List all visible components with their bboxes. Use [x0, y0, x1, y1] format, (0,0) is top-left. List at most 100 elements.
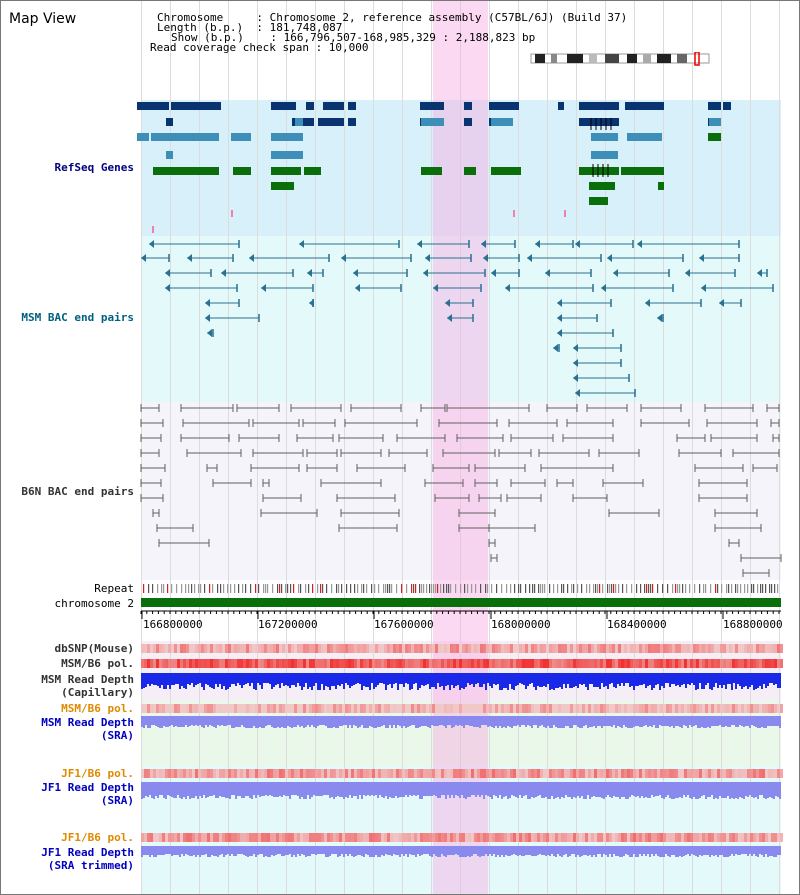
polymorphism-cell	[693, 659, 696, 668]
read-depth-bar	[687, 846, 689, 854]
read-depth-bar	[217, 716, 219, 725]
polymorphism-cell	[552, 769, 555, 778]
label-repeat[interactable]: Repeat	[94, 582, 134, 595]
read-depth-bar	[519, 846, 521, 855]
read-depth-bar	[221, 716, 223, 725]
label-refseq-genes[interactable]: RefSeq Genes	[54, 161, 134, 174]
label-b6n-bac[interactable]: B6N BAC end pairs	[21, 485, 134, 498]
polymorphism-cell	[669, 769, 672, 778]
read-depth-bar	[723, 846, 725, 857]
polymorphism-cell	[705, 644, 708, 653]
gene-feature	[137, 102, 169, 110]
read-depth-bar	[663, 846, 665, 857]
read-depth-bar	[355, 716, 357, 726]
label-jf1-read-depth-trimmed[interactable]: JF1 Read Depth	[41, 846, 134, 859]
polymorphism-cell	[216, 769, 219, 778]
polymorphism-cell	[510, 704, 513, 713]
read-depth-bar	[223, 846, 225, 857]
read-depth-bar	[597, 716, 599, 726]
msm-bac-end	[573, 374, 578, 382]
read-depth-bar	[697, 782, 699, 799]
read-depth-bar	[585, 846, 587, 855]
polymorphism-cell	[651, 644, 654, 653]
label-jf1-read-depth-sra[interactable]: JF1 Read Depth	[41, 781, 134, 794]
chromosome-ideogram[interactable]	[529, 52, 715, 66]
polymorphism-cell	[456, 659, 459, 668]
label-msm-read-depth-sra[interactable]: MSM Read Depth	[41, 716, 134, 729]
read-depth-bar	[143, 782, 145, 798]
read-depth-bar	[403, 673, 405, 687]
msm-bac-end	[757, 269, 762, 277]
read-depth-bar	[613, 716, 615, 725]
label-msm-b6-pol-2[interactable]: MSM/B6 pol.	[61, 702, 134, 715]
read-depth-bar	[729, 673, 731, 684]
polymorphism-cell	[615, 833, 618, 842]
polymorphism-cell	[657, 833, 660, 842]
read-depth-bar	[465, 846, 467, 857]
polymorphism-cell	[480, 644, 483, 653]
polymorphism-cell	[528, 659, 531, 668]
polymorphism-cell	[324, 659, 327, 668]
read-depth-bar	[529, 716, 531, 726]
read-depth-bar	[153, 782, 155, 799]
read-depth-bar	[445, 782, 447, 799]
polymorphism-cell	[777, 833, 780, 842]
label-msm-bac[interactable]: MSM BAC end pairs	[21, 311, 134, 324]
selected-region-highlight[interactable]	[433, 1, 488, 894]
polymorphism-cell	[291, 704, 294, 713]
polymorphism-cell	[729, 659, 732, 668]
read-depth-bar	[417, 716, 419, 728]
polymorphism-cell	[552, 659, 555, 668]
polymorphism-cell	[435, 704, 438, 713]
polymorphism-cell	[615, 769, 618, 778]
polymorphism-cell	[675, 769, 678, 778]
read-depth-bar	[201, 673, 203, 687]
read-depth-bar	[559, 846, 561, 856]
label-jf1-b6-pol-2[interactable]: JF1/B6 pol.	[61, 831, 134, 844]
read-depth-bar	[711, 782, 713, 795]
read-depth-bar	[423, 846, 425, 854]
label-msm-b6-pol[interactable]: MSM/B6 pol.	[61, 657, 134, 670]
polymorphism-cell	[501, 644, 504, 653]
repeat-element	[433, 584, 435, 593]
polymorphism-cell	[543, 659, 546, 668]
polymorphism-cell	[564, 769, 567, 778]
polymorphism-cell	[468, 659, 471, 668]
label-jf1-b6-pol[interactable]: JF1/B6 pol.	[61, 767, 134, 780]
read-depth-bar	[617, 782, 619, 797]
polymorphism-cell	[627, 704, 630, 713]
polymorphism-cell	[546, 659, 549, 668]
read-depth-bar	[551, 673, 553, 689]
polymorphism-cell	[747, 833, 750, 842]
polymorphism-cell	[180, 769, 183, 778]
read-depth-bar	[593, 782, 595, 796]
read-depth-bar	[335, 782, 337, 797]
label-dbsnp[interactable]: dbSNP(Mouse)	[54, 642, 134, 655]
read-depth-bar	[567, 782, 569, 797]
polymorphism-cell	[168, 833, 171, 842]
read-depth-bar	[191, 673, 193, 683]
repeat-element	[760, 584, 762, 593]
msm-bac-end	[557, 314, 562, 322]
read-depth-bar	[359, 673, 361, 684]
polymorphism-cell	[780, 644, 783, 653]
read-depth-bar	[303, 716, 305, 728]
read-depth-bar	[571, 716, 573, 728]
label-msm-read-depth-capillary[interactable]: MSM Read Depth	[41, 673, 134, 686]
read-depth-bar	[265, 673, 267, 683]
polymorphism-cell	[168, 769, 171, 778]
read-depth-bar	[279, 716, 281, 728]
polymorphism-cell	[642, 659, 645, 668]
read-depth-bar	[203, 716, 205, 728]
polymorphism-cell	[492, 769, 495, 778]
read-depth-bar	[409, 673, 411, 690]
read-depth-bar	[569, 846, 571, 856]
repeat-element	[415, 584, 417, 593]
read-depth-bar	[281, 716, 283, 727]
read-depth-bar	[311, 716, 313, 725]
read-depth-bar	[471, 716, 473, 726]
read-depth-bar	[475, 673, 477, 684]
polymorphism-cell	[348, 769, 351, 778]
read-depth-bar	[615, 782, 617, 797]
